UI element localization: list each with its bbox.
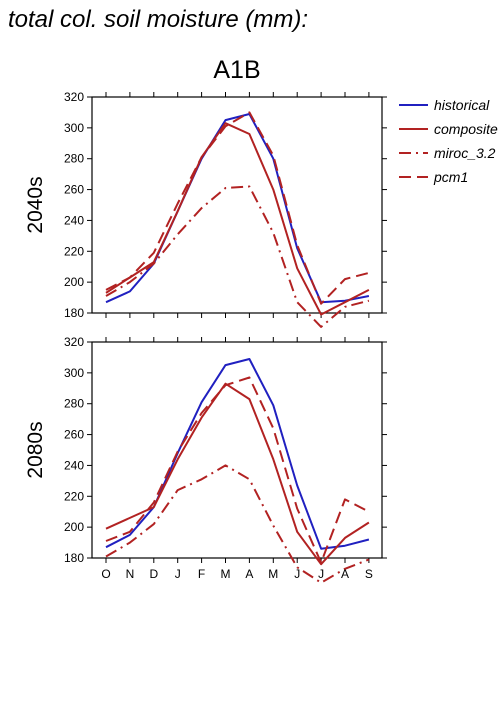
x-tick-label: F xyxy=(198,567,205,581)
scenario-title: A1B xyxy=(213,56,261,84)
y-tick-label: 280 xyxy=(64,152,84,166)
y-tick-label: 320 xyxy=(64,90,84,104)
x-tick-label: S xyxy=(365,567,373,581)
y-tick-label: 240 xyxy=(64,458,84,472)
series-line-composite xyxy=(105,382,370,566)
panel-2040s: 180 200 220 240 260 280 300 320 2040s xyxy=(24,90,387,328)
y-tick-label: 240 xyxy=(64,213,84,227)
series-line-pcm1 xyxy=(105,376,370,564)
legend-label: composite xyxy=(434,121,498,137)
series-line-miroc-3-2 xyxy=(105,464,370,584)
legend-label: pcm1 xyxy=(433,169,468,185)
chart-main-title: total col. soil moisture (mm): xyxy=(8,6,309,33)
x-tick-label: N xyxy=(126,567,135,581)
x-tick-label: M xyxy=(268,567,278,581)
series-line-miroc-3-2 xyxy=(105,185,370,328)
x-tick-label: J xyxy=(294,567,300,581)
x-tick-label: M xyxy=(221,567,231,581)
plot-frame xyxy=(91,341,383,559)
legend-label: historical xyxy=(434,97,490,113)
series-line-historical xyxy=(105,358,370,550)
y-tick-label: 220 xyxy=(64,489,84,503)
x-tick-label: A xyxy=(341,567,349,581)
y-tick-label: 180 xyxy=(64,306,84,320)
panel-2080s: 180 200 220 240 260 280 300 320 2080s xyxy=(24,335,387,584)
x-tick-label: J xyxy=(318,567,324,581)
y-tick-label: 260 xyxy=(64,183,84,197)
y-tick-label: 320 xyxy=(64,335,84,349)
series-line-pcm1 xyxy=(105,111,370,305)
plot-frame xyxy=(91,96,383,314)
y-tick-label: 200 xyxy=(64,275,84,289)
y-tick-label: 200 xyxy=(64,520,84,534)
x-tick-label: A xyxy=(245,567,253,581)
x-tick-label: O xyxy=(101,567,110,581)
y-tick-label: 180 xyxy=(64,551,84,565)
y-tick-label: 300 xyxy=(64,121,84,135)
legend-label: miroc_3.2 xyxy=(434,145,496,161)
legend: historical composite miroc_3.2 pcm1 xyxy=(399,97,498,185)
series-line-historical xyxy=(105,113,370,304)
y-tick-label: 280 xyxy=(64,397,84,411)
panel-label: 2040s xyxy=(24,176,47,233)
x-tick-label: J xyxy=(175,567,181,581)
series-line-composite xyxy=(105,122,370,316)
x-tick-label: D xyxy=(149,567,158,581)
y-tick-label: 260 xyxy=(64,428,84,442)
y-tick-label: 220 xyxy=(64,244,84,258)
y-tick-label: 300 xyxy=(64,366,84,380)
panel-label: 2080s xyxy=(24,421,47,478)
